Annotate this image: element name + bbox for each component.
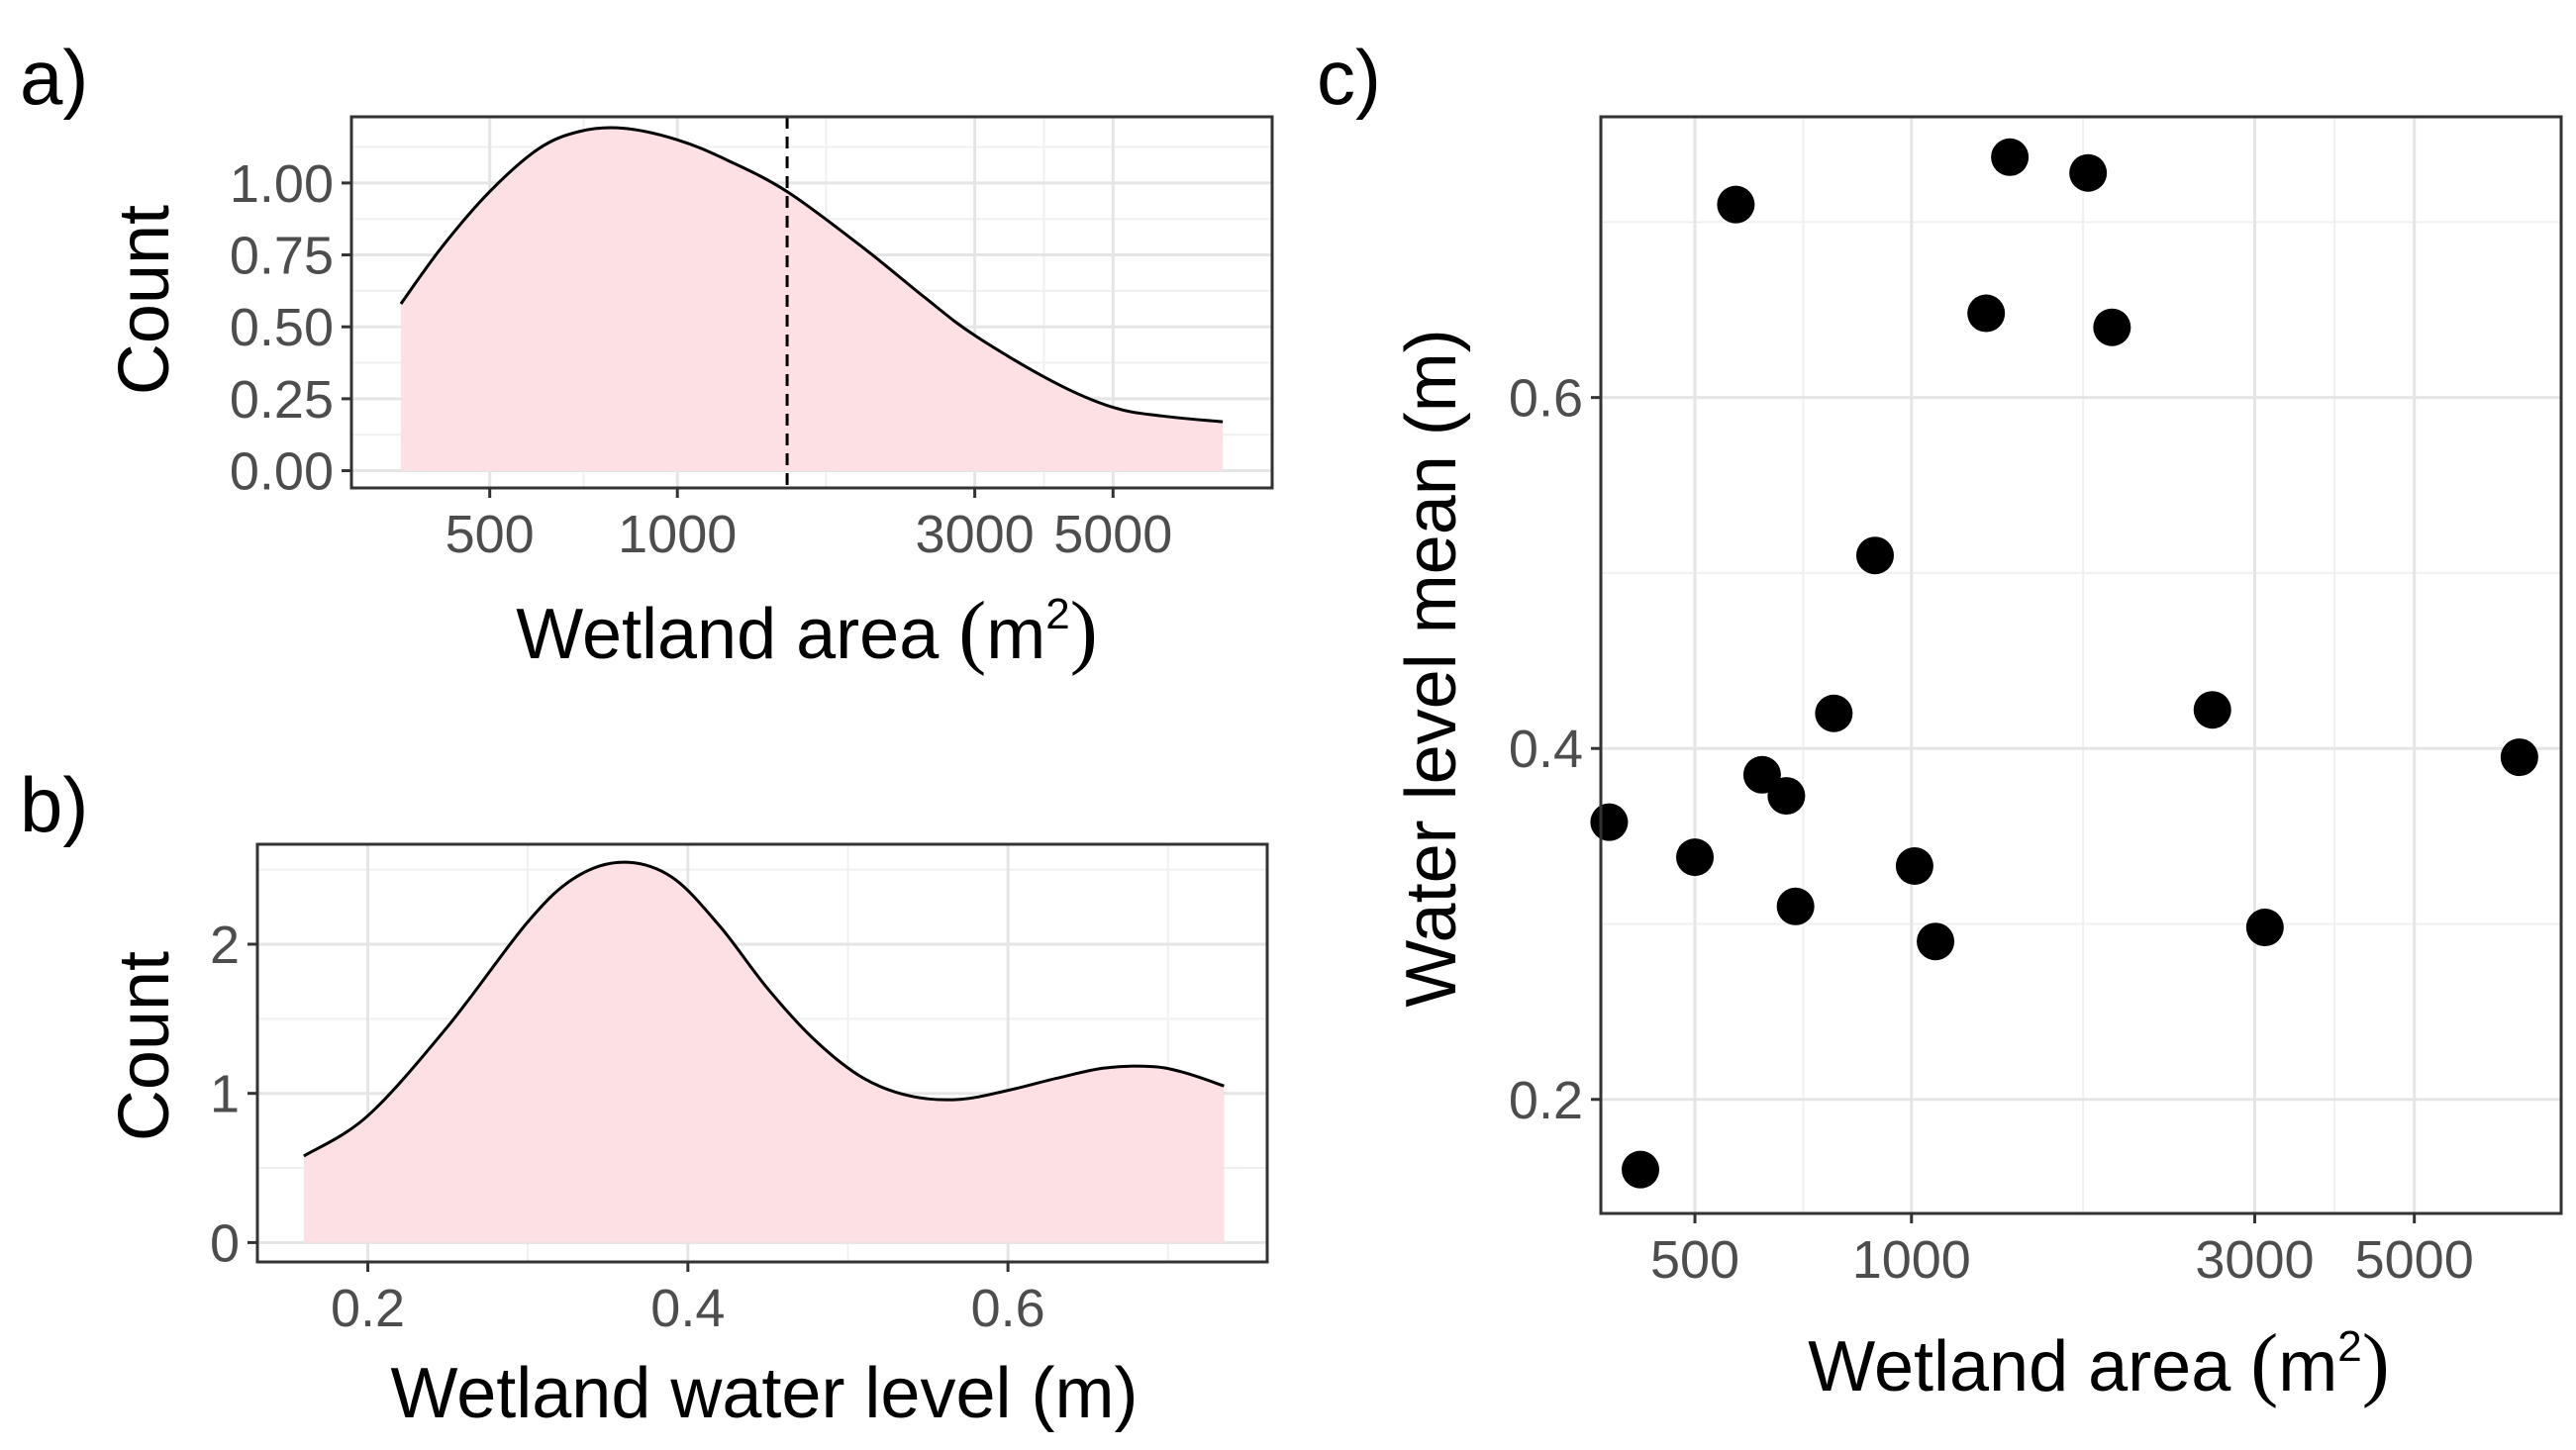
- density-area: [303, 862, 1225, 1243]
- panel-a-ticks: 0.00 0.25 0.50 0.75 1.00 500 1000 3000 5000: [230, 154, 1172, 564]
- panel-a-xlabel-sup: 2: [1045, 590, 1069, 638]
- scatter-point: [1815, 694, 1853, 732]
- panel-c-ylabel: Water level mean (m): [1392, 329, 1471, 1007]
- panel-b-ylabel: Count: [105, 951, 184, 1141]
- panel-c: c) 0.2 0.4 0.6 500 1000 3000 5000 Wetland area…: [1317, 34, 2563, 1409]
- panel-a-plot: [399, 117, 1224, 488]
- x-tick-label: 3000: [2195, 1230, 2314, 1290]
- panel-c-label: c): [1317, 34, 1381, 121]
- scatter-point: [1855, 536, 1894, 575]
- scatter-point: [2193, 691, 2231, 729]
- scatter-point: [1967, 294, 2006, 333]
- panel-a: a) 0.00 0.25 0.50 0.75 1.00 500 1000 3000 5000 W…: [20, 34, 1274, 677]
- x-tick-label: 0.2: [331, 1279, 405, 1338]
- y-tick-label: 0.50: [230, 298, 334, 357]
- scatter-point: [2069, 153, 2108, 192]
- panel-b-label: b): [20, 761, 88, 848]
- panel-a-frame: [349, 115, 1274, 490]
- panel-a-ylabel: Count: [105, 205, 184, 395]
- panel-a-xlabel-main: Wetland area: [516, 595, 958, 674]
- plot-background: [1601, 117, 2561, 1213]
- density-line: [399, 126, 1224, 424]
- panel-b-frame: [255, 842, 1269, 1264]
- y-tick-label: 1: [210, 1065, 240, 1124]
- scatter-point: [1776, 887, 1815, 925]
- x-tick-label: 1000: [1852, 1230, 1971, 1290]
- panel-c-xlabel: Wetland area (m2): [1808, 1317, 2389, 1409]
- panel-c-ticks: 0.2 0.4 0.6 500 1000 3000 5000: [1509, 369, 2474, 1290]
- scatter-point: [1590, 803, 1629, 841]
- panel-c-xlabel-main: Wetland area: [1808, 1327, 2250, 1406]
- panel-c-plot: [1590, 138, 2538, 1189]
- scatter-point: [1742, 755, 1781, 794]
- y-tick-label: 0.6: [1509, 369, 1583, 429]
- panel-a-xlabel-open: (: [958, 585, 986, 677]
- scatter-point: [2500, 738, 2538, 777]
- y-tick-label: 1.00: [230, 154, 334, 214]
- y-tick-label: 0.25: [230, 370, 334, 430]
- panel-a-xlabel-unit: m: [986, 595, 1045, 674]
- scatter-point: [2093, 308, 2131, 346]
- panel-a-xlabel: Wetland area (m2): [516, 585, 1097, 677]
- y-tick-label: 0.75: [230, 227, 334, 286]
- panel-b-ticks: 0 1 2 0.2 0.4 0.6: [210, 916, 1045, 1338]
- x-tick-label: 0.4: [650, 1279, 725, 1338]
- panel-c-frame: [1599, 115, 2563, 1215]
- panel-a-label: a): [20, 34, 88, 121]
- panel-b-xlabel: Wetland water level (m): [391, 1354, 1139, 1433]
- density-line: [303, 860, 1225, 1158]
- panel-c-xlabel-open: (: [2250, 1317, 2278, 1409]
- scatter-point: [1717, 185, 1755, 224]
- y-tick-label: 0.2: [1509, 1071, 1583, 1130]
- panel-c-grid: [1601, 117, 2561, 1213]
- y-tick-label: 0.00: [230, 442, 334, 502]
- x-tick-label: 5000: [2355, 1230, 2474, 1290]
- x-tick-label: 5000: [1053, 505, 1172, 564]
- y-tick-label: 0.4: [1509, 720, 1583, 779]
- panel-c-xlabel-close: ): [2362, 1317, 2390, 1409]
- y-tick-label: 0: [210, 1213, 240, 1273]
- scatter-point: [1767, 777, 1806, 816]
- scatter-point: [1622, 1150, 1660, 1189]
- panel-c-xlabel-unit: m: [2278, 1327, 2337, 1406]
- panel-b-plot: [303, 860, 1225, 1243]
- scatter-point: [1917, 922, 1955, 961]
- x-tick-label: 1000: [618, 505, 737, 564]
- scatter-point: [1895, 846, 1933, 885]
- density-area: [400, 127, 1224, 471]
- scatter-point: [1676, 838, 1715, 877]
- x-tick-label: 500: [1650, 1230, 1739, 1290]
- scatter-point: [2245, 909, 2284, 947]
- x-tick-label: 500: [446, 505, 535, 564]
- x-tick-label: 3000: [916, 505, 1035, 564]
- x-tick-label: 0.6: [971, 1279, 1045, 1338]
- y-tick-label: 2: [210, 916, 240, 975]
- panel-a-xlabel-close: ): [1070, 585, 1098, 677]
- scatter-point: [1991, 138, 2030, 176]
- panel-c-xlabel-sup: 2: [2337, 1322, 2361, 1371]
